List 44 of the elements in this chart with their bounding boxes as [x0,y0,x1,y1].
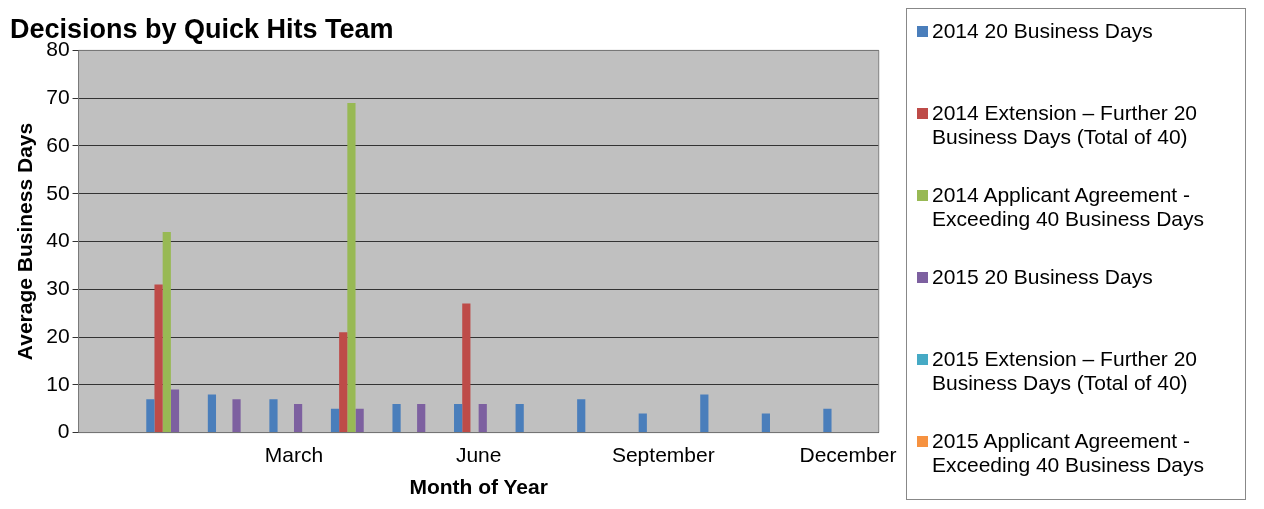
y-tick-label: 60 [46,132,70,156]
y-tick-label: 30 [46,276,70,300]
x-tick-label: March [264,443,324,466]
bar [207,394,217,433]
bar [339,332,348,433]
y-tick-label: 80 [46,37,70,61]
bar [232,399,241,433]
y-tick-label: 20 [46,323,70,347]
bar [355,408,364,433]
bar [392,403,401,433]
bar [462,303,471,433]
x-tick-label: June [455,443,502,466]
bar [478,403,487,433]
legend-label: 2015 Applicant Agreement - Exceeding 40 Business Days [932,429,1205,477]
bar [700,394,709,433]
x-tick-label: December [799,443,897,466]
bar [347,102,356,433]
bar [154,284,163,433]
x-tick-label: September [611,443,715,466]
bar [146,399,155,433]
x-axis-title: Month of Year [409,475,548,499]
legend-label: 2015 20 Business Days [932,265,1153,289]
bar [269,399,278,433]
y-tick-label: 40 [46,228,70,252]
bar [330,408,340,433]
bar [293,403,303,433]
legend-label: 2014 Applicant Agreement - Exceeding 40 Business Days [932,183,1205,231]
y-axis-title: Average Business Days [13,122,37,361]
y-tick-label: 10 [46,371,70,395]
bar [823,408,832,433]
bar [417,403,426,433]
bar [761,413,770,433]
y-tick-label: 50 [46,180,70,204]
bar [170,389,180,433]
bar [638,413,647,433]
legend-label: 2014 Extension – Further 20 Business Days (Total of 40) [932,101,1198,149]
y-tick-label: 0 [57,419,70,443]
y-tick-label: 70 [46,84,70,108]
legend-label: 2014 20 Business Days [932,19,1153,43]
bar [515,403,524,433]
bar [577,399,586,433]
bar [162,231,171,433]
bar [454,403,463,433]
legend-label: 2015 Extension – Further 20 Business Days (Total of 40) [932,347,1198,395]
